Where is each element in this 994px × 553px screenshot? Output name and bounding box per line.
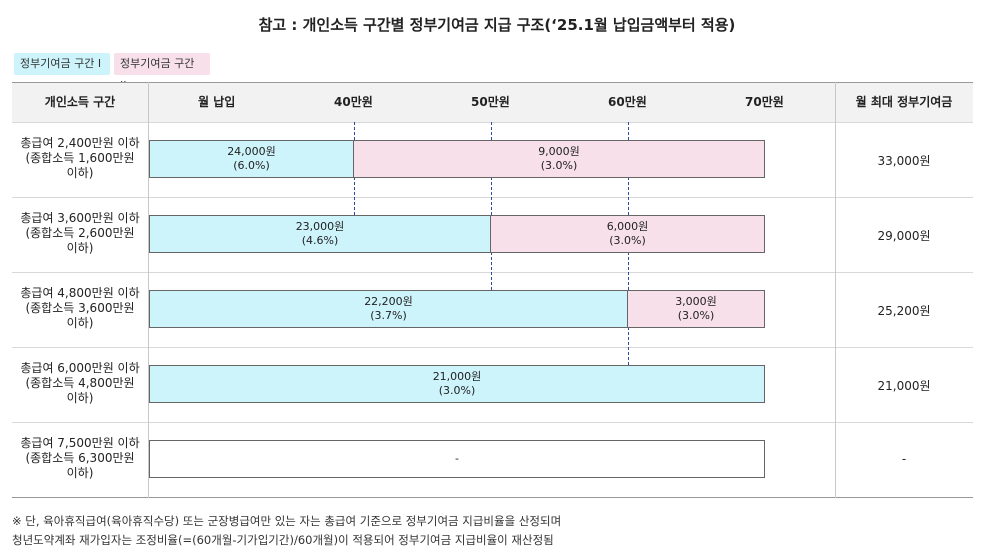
table-bottom-border bbox=[12, 497, 973, 498]
column-divider bbox=[148, 82, 149, 498]
header-income: 개인소득 구간 bbox=[44, 95, 116, 109]
row-divider bbox=[12, 272, 973, 273]
max-contribution: 25,200원 bbox=[877, 304, 931, 318]
bar-empty: - bbox=[149, 440, 765, 478]
bar-rate-label: (3.0%) bbox=[540, 159, 578, 172]
row-label-line: 총급여 6,000만원 이하 bbox=[20, 361, 140, 375]
row-label-line: 이하) bbox=[66, 241, 94, 255]
header-monthly: 월 납입 bbox=[198, 95, 236, 109]
row-divider bbox=[12, 347, 973, 348]
max-contribution: 29,000원 bbox=[877, 229, 931, 243]
bar-rate-label: (6.0%) bbox=[233, 159, 270, 172]
row-label-line: 이하) bbox=[66, 166, 94, 180]
row-label-line: 총급여 2,400만원 이하 bbox=[20, 136, 140, 150]
max-contribution: 33,000원 bbox=[877, 154, 931, 168]
tick-label-50: 50만원 bbox=[471, 95, 510, 109]
bar-rate-label: (3.7%) bbox=[370, 309, 407, 322]
max-contribution: - bbox=[901, 452, 907, 466]
row-divider bbox=[12, 422, 973, 423]
row-label-line: (종합소득 6,300만원 bbox=[25, 451, 135, 465]
row-label-line: 이하) bbox=[66, 466, 94, 480]
table-header bbox=[12, 82, 973, 122]
footnote-line: ※ 단, 육아휴직급여(육아휴직수당) 또는 군장병급여만 있는 자는 총급여 … bbox=[12, 514, 562, 528]
bar-rate-label: (3.0%) bbox=[677, 309, 715, 322]
bar-rate-label: (4.6%) bbox=[301, 234, 339, 247]
bar-tier1: 24,000원 (6.0%) bbox=[149, 140, 354, 178]
tick-label-40: 40만원 bbox=[334, 95, 373, 109]
header-max: 월 최대 정부기여금 bbox=[855, 95, 953, 109]
row-label-line: 총급여 3,600만원 이하 bbox=[20, 211, 140, 225]
max-contribution: 21,000원 bbox=[877, 379, 931, 393]
bar-value-label: 21,000원 bbox=[432, 370, 482, 383]
bar-tier1: 21,000원 (3.0%) bbox=[149, 365, 765, 403]
tick-label-60: 60만원 bbox=[608, 95, 647, 109]
row-divider bbox=[12, 197, 973, 198]
bar-value-label: 22,200원 bbox=[364, 295, 413, 308]
row-label: 총급여 6,000만원 이하 (종합소득 4,800만원 이하) bbox=[12, 361, 148, 406]
bar-rate-label: (3.0%) bbox=[609, 234, 646, 247]
bar-rate-label: (3.0%) bbox=[438, 384, 476, 397]
row-label-line: 이하) bbox=[66, 316, 94, 330]
row-label-line: (종합소득 3,600만원 bbox=[25, 301, 135, 315]
bar-tier2: 3,000원 (3.0%) bbox=[628, 290, 765, 328]
bar-value-label: 3,000원 bbox=[675, 295, 717, 308]
gridline-50 bbox=[491, 122, 492, 295]
row-label-line: (종합소득 4,800만원 bbox=[25, 376, 135, 390]
row-label-line: 이하) bbox=[66, 391, 94, 405]
bar-value-label: 6,000원 bbox=[606, 220, 649, 233]
row-label: 총급여 2,400만원 이하 (종합소득 1,600만원 이하) bbox=[12, 136, 148, 181]
table-top-border bbox=[12, 82, 973, 83]
contribution-table: 개인소득 구간 월 납입 40만원 50만원 60만원 70만원 월 최대 정부… bbox=[12, 82, 973, 498]
tick-label-70: 70만원 bbox=[745, 95, 784, 109]
column-divider bbox=[835, 82, 836, 498]
bar-tier1: 23,000원 (4.6%) bbox=[149, 215, 491, 253]
header-divider bbox=[12, 122, 973, 123]
row-label-line: 총급여 7,500만원 이하 bbox=[20, 436, 140, 450]
page-title: 참고 : 개인소득 구간별 정부기여금 지급 구조(‘25.1월 납입금액부터 … bbox=[258, 16, 736, 34]
row-label: 총급여 7,500만원 이하 (종합소득 6,300만원 이하) bbox=[12, 436, 148, 481]
row-label: 총급여 3,600만원 이하 (종합소득 2,600만원 이하) bbox=[12, 211, 148, 256]
legend-item-tier2: 정부기여금 구간 II bbox=[114, 53, 210, 92]
legend-item-tier1: 정부기여금 구간 I bbox=[14, 53, 110, 75]
bar-value-label: 23,000원 bbox=[295, 220, 345, 233]
bar-value-label: 24,000원 bbox=[227, 145, 276, 158]
bar-empty-label: - bbox=[455, 452, 459, 465]
row-label-line: (종합소득 1,600만원 bbox=[25, 151, 135, 165]
bar-value-label: 9,000원 bbox=[538, 145, 580, 158]
row-label-line: 총급여 4,800만원 이하 bbox=[20, 286, 140, 300]
bar-tier2: 6,000원 (3.0%) bbox=[491, 215, 765, 253]
row-label: 총급여 4,800만원 이하 (종합소득 3,600만원 이하) bbox=[12, 286, 148, 331]
bar-tier1: 22,200원 (3.7%) bbox=[149, 290, 628, 328]
row-label-line: (종합소득 2,600만원 bbox=[25, 226, 135, 240]
footnote-line: 청년도약계좌 재가입자는 조정비율(=(60개월-기가입기간)/60개월)이 적… bbox=[12, 533, 554, 547]
bar-tier2: 9,000원 (3.0%) bbox=[354, 140, 765, 178]
